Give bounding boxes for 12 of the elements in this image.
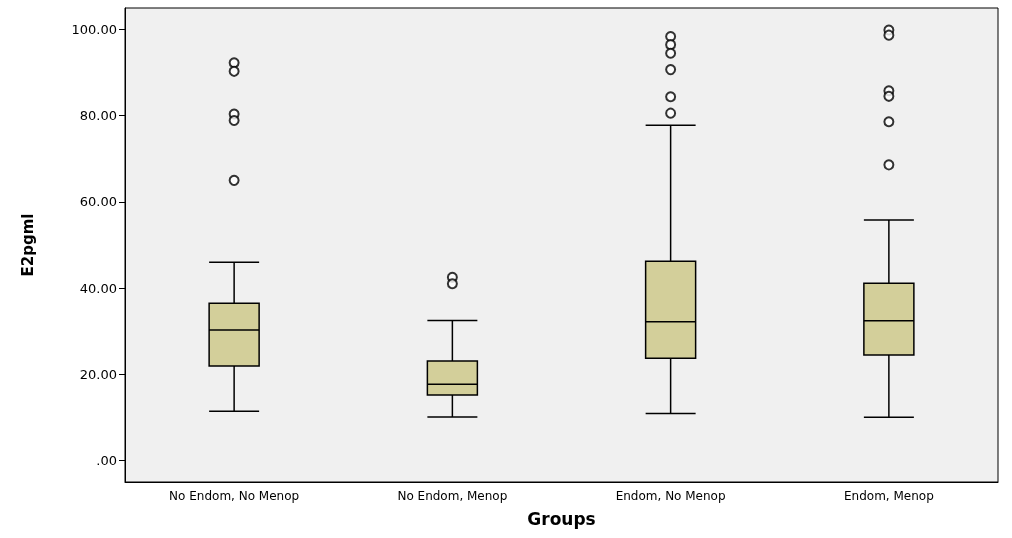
x-tick-label: Endom, Menop	[843, 489, 934, 503]
y-tick-label: .00	[96, 452, 117, 468]
y-tick-label: 80.00	[79, 108, 117, 124]
x-tick-label: Endom, No Menop	[615, 489, 726, 503]
y-axis-title: E2pgml	[18, 213, 37, 277]
x-tick-label: No Endom, No Menop	[169, 489, 300, 503]
y-tick-label: 40.00	[79, 280, 117, 296]
y-tick-label: 60.00	[79, 194, 117, 210]
y-tick-label: 100.00	[71, 22, 117, 38]
x-tick-label: No Endom, Menop	[397, 489, 508, 503]
x-axis-title: Groups	[527, 508, 596, 529]
y-tick-label: 20.00	[79, 366, 117, 382]
